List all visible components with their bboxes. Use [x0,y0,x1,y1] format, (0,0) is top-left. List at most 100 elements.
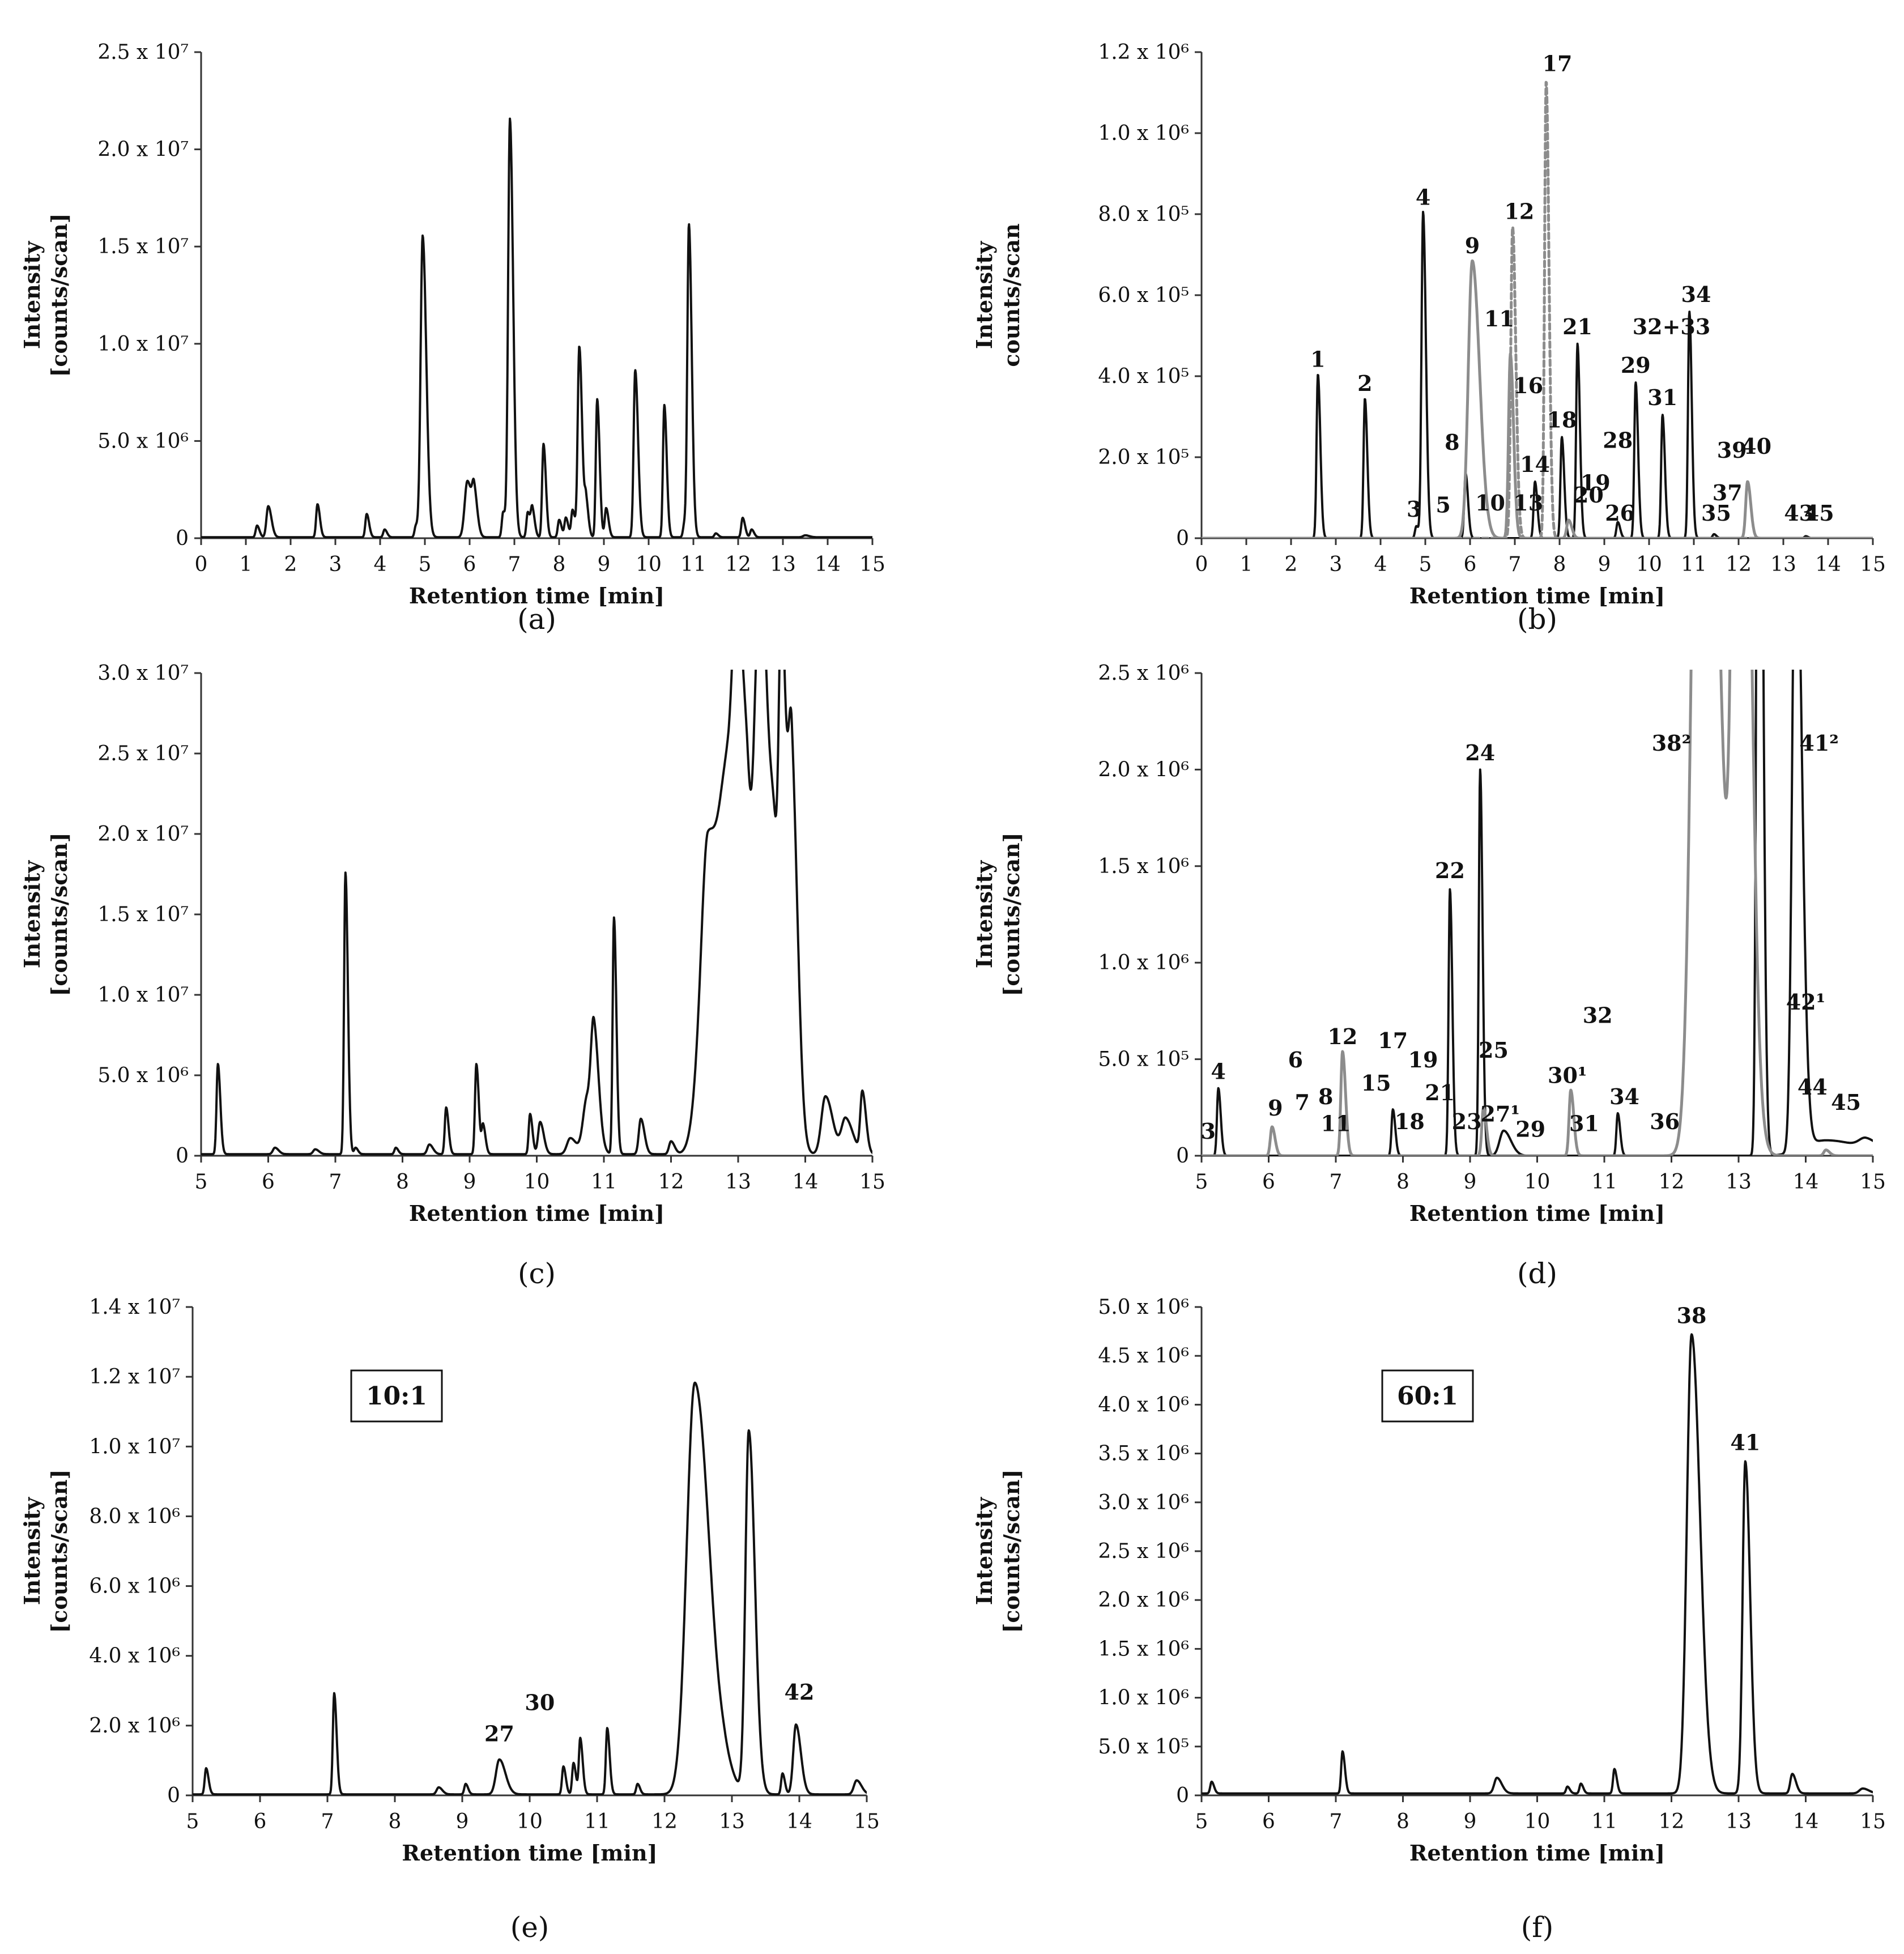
y-axis-label-line2: [counts/scan] [999,832,1024,996]
x-tick-label: 6 [1262,1810,1275,1833]
peak-label: 42 [785,1679,815,1705]
y-tick-label: 5.0 x 10⁶ [97,1064,189,1087]
peak-label: 27¹ [1481,1101,1520,1126]
x-tick-label: 7 [329,1170,342,1194]
x-tick-label: 8 [396,1170,409,1194]
x-axis-label: Retention time [min] [402,1840,657,1866]
y-tick-label: 1.5 x 10⁶ [1098,855,1189,878]
x-tick-label: 14 [793,1170,819,1194]
y-tick-label: 4.0 x 10⁵ [1098,365,1189,388]
y-axis-label-line1: Intensity [19,241,45,349]
x-tick-label: 13 [725,1170,751,1194]
peak-label: 38 [1677,1302,1707,1328]
y-axis-label-line1: Intensity [972,1497,997,1605]
y-axis-label-line2: [counts/scan] [46,832,72,996]
x-tick-label: 10 [524,1170,550,1194]
y-tick-label: 1.0 x 10⁷ [97,984,189,1007]
peak-label: 24 [1465,740,1495,765]
x-tick-label: 12 [1726,553,1752,576]
peak-label: 35 [1701,500,1731,526]
panel-caption: (f) [1521,1911,1554,1944]
series-line-TIC [193,1381,867,1795]
x-axis-label: Retention time [min] [409,583,665,608]
x-tick-label: 10 [1636,553,1662,576]
x-axis-label: Retention time [min] [409,1201,665,1226]
peak-label: 28 [1603,427,1633,453]
y-tick-label: 5.0 x 10⁶ [97,429,189,453]
y-tick-label: 8.0 x 10⁶ [89,1505,180,1528]
peak-label: 38² [1652,730,1692,756]
peak-label: 15 [1361,1070,1391,1096]
x-tick-label: 0 [195,553,208,576]
chart-panel-f: 0 5.0 x 10⁵ 1.0 x 10⁶ 1.5 x 10⁶ 2.0 x 10⁶ 2.5… [952,1296,1904,1954]
x-tick-label: 13 [719,1810,745,1833]
x-tick-label: 11 [1681,553,1707,576]
y-axis-label-line1: Intensity [972,860,997,968]
peak-label: 8 [1318,1084,1333,1109]
peak-label: 9 [1268,1095,1283,1121]
peak-label: 20 [1574,482,1604,508]
y-tick-label: 5.0 x 10⁵ [1098,1048,1189,1071]
x-tick-label: 9 [1598,553,1611,576]
peak-label: 21 [1562,314,1592,339]
x-tick-label: 9 [1464,1170,1477,1194]
x-tick-label: 11 [591,1170,617,1194]
x-tick-label: 14 [815,553,841,576]
y-tick-label: 2.0 x 10⁷ [97,823,189,846]
peak-label: 5 [1436,492,1450,518]
x-tick-label: 15 [859,553,885,576]
x-tick-label: 7 [1509,553,1522,576]
x-axis-label: Retention time [min] [1409,1840,1665,1866]
y-tick-label: 1.4 x 10⁷ [89,1296,180,1319]
y-tick-label: 1.0 x 10⁷ [89,1435,180,1458]
peak-label: 18 [1395,1109,1425,1134]
y-tick-label: 1.5 x 10⁷ [97,235,189,258]
x-tick-label: 14 [786,1810,812,1833]
peak-label: 45 [1831,1089,1861,1115]
x-tick-label: 2 [1285,553,1298,576]
x-tick-label: 4 [1374,553,1387,576]
y-axis-label-line2: [counts/scan] [46,213,72,377]
peak-label: 32 [1583,1003,1613,1028]
peak-label: 26 [1605,500,1635,526]
chart-svg-a: 0 5.0 x 10⁶ 1.0 x 10⁷ 1.5 x 10⁷ 2.0 x 10⁷ 2.5… [19,41,885,636]
x-tick-label: 1 [1240,553,1253,576]
y-tick-label: 1.5 x 10⁶ [1098,1637,1189,1661]
x-tick-label: 11 [584,1810,610,1833]
x-tick-label: 12 [725,553,751,576]
series-line-TIC [1202,1333,1873,1795]
x-tick-label: 2 [284,553,297,576]
chart-panel-c: 0 5.0 x 10⁶ 1.0 x 10⁷ 1.5 x 10⁷ 2.0 x 10⁷ 2.5… [0,652,952,1303]
ratio-label: 60:1 [1397,1382,1458,1411]
peak-label: 6 [1288,1047,1303,1072]
x-tick-label: 15 [859,1170,885,1194]
x-tick-label: 14 [1793,1810,1819,1833]
peak-label: 30 [525,1689,555,1715]
x-tick-label: 13 [1770,553,1796,576]
y-tick-label: 2.0 x 10⁶ [1098,758,1189,781]
chart-svg-c: 0 5.0 x 10⁶ 1.0 x 10⁷ 1.5 x 10⁷ 2.0 x 10⁷ 2.5… [19,662,885,1290]
y-tick-label: 2.5 x 10⁷ [97,742,189,765]
peak-label: 30¹ [1548,1062,1587,1088]
peak-label: 3 [1201,1118,1216,1144]
ratio-box [1381,1369,1474,1423]
peak-label: 34 [1609,1084,1639,1109]
x-tick-label: 11 [1591,1170,1617,1194]
peak-label: 10 [1475,490,1505,516]
x-tick-label: 6 [1464,553,1477,576]
x-tick-label: 10 [636,553,662,576]
x-tick-label: 12 [658,1170,684,1194]
peak-label: 36 [1650,1109,1680,1134]
y-tick-label: 0 [1176,1784,1189,1807]
x-tick-label: 8 [1396,1170,1409,1194]
chart-svg-d: 0 5.0 x 10⁵ 1.0 x 10⁶ 1.5 x 10⁶ 2.0 x 10⁶ 2.5… [972,662,1886,1290]
x-tick-label: 10 [1524,1170,1551,1194]
panel-caption: (a) [517,603,556,636]
x-tick-label: 7 [321,1810,334,1833]
peak-label: 31 [1569,1111,1599,1136]
series-line-TIC [201,117,872,538]
peak-label: 22 [1435,858,1465,883]
x-tick-label: 3 [1330,553,1343,576]
x-tick-label: 9 [463,1170,476,1194]
x-tick-label: 15 [1860,1810,1886,1833]
